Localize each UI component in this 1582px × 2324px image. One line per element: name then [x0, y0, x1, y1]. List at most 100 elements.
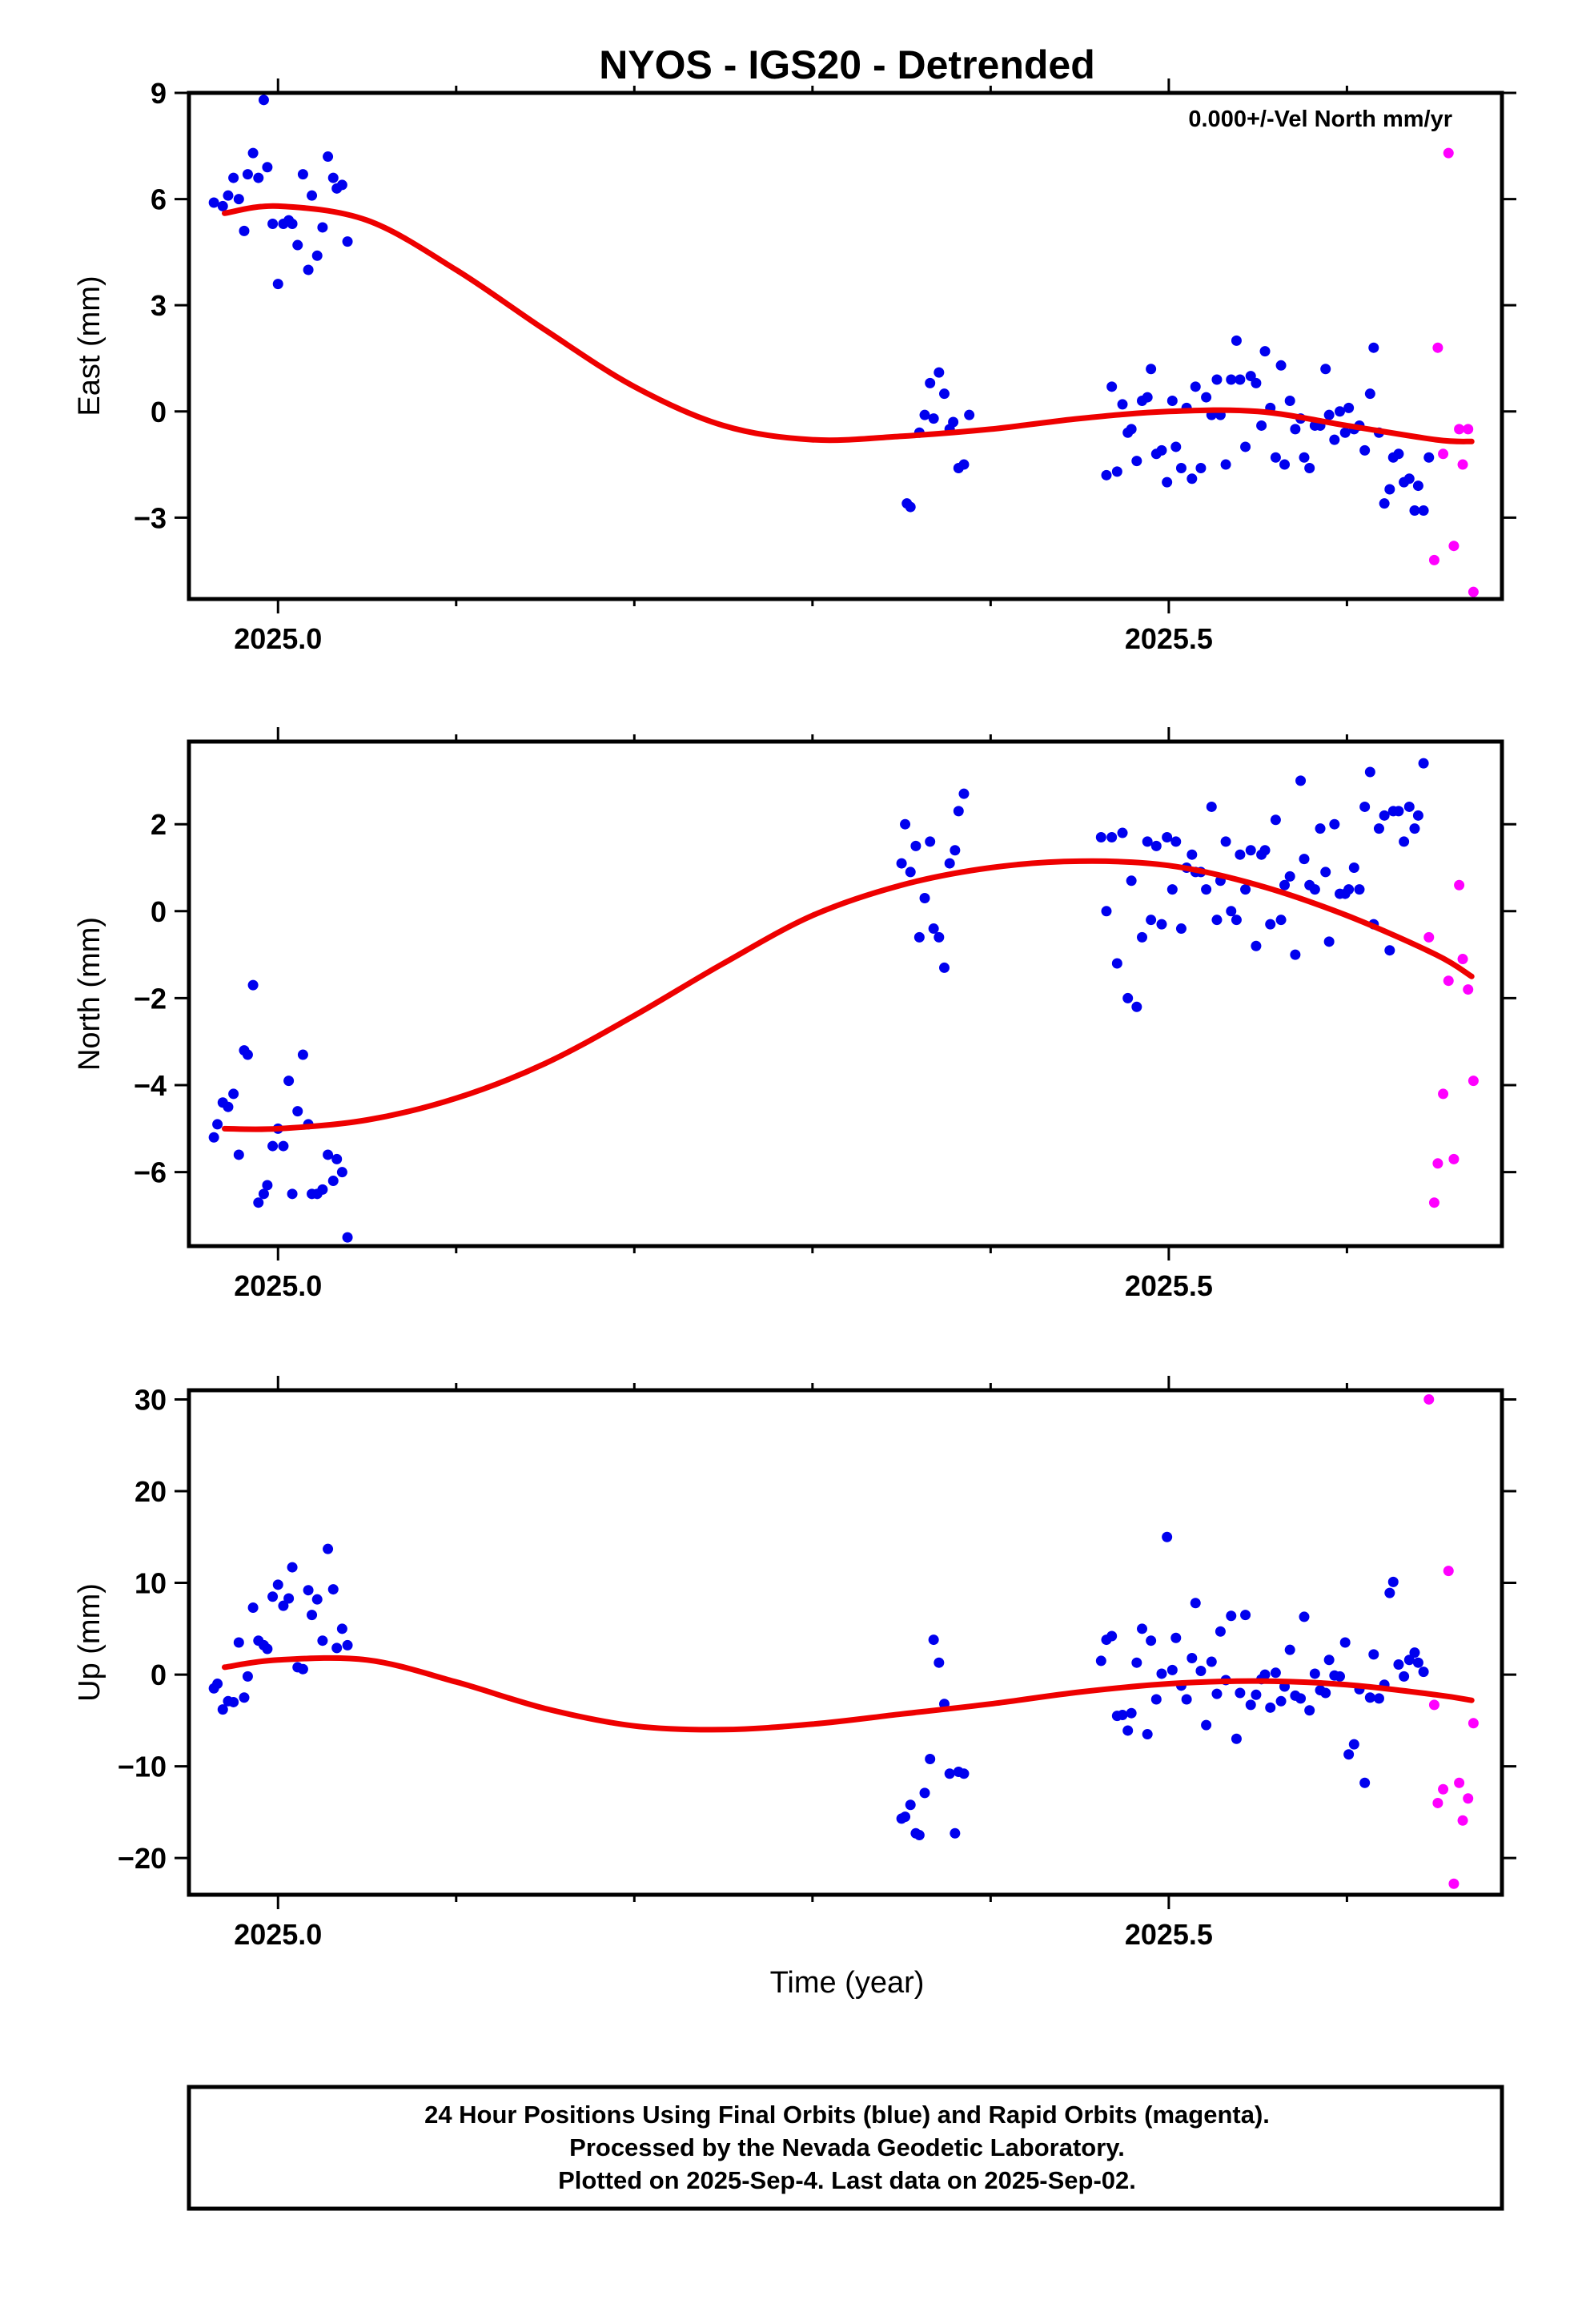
up-x-tick-label: 2025.0 [234, 1918, 322, 1951]
up-y-tick-label: −20 [118, 1842, 167, 1875]
east-final-point [964, 409, 975, 420]
x-axis-label: Time (year) [770, 1966, 925, 2000]
up-final-point [900, 1811, 911, 1823]
up-final-point [1275, 1695, 1287, 1707]
east-final-point [1320, 364, 1331, 375]
north-rapid-point [1454, 879, 1465, 891]
east-final-point [307, 190, 318, 201]
north-final-point [1290, 949, 1301, 960]
east-final-point [1175, 462, 1186, 473]
up-final-point [1320, 1687, 1331, 1699]
up-rapid-point [1468, 1718, 1479, 1729]
north-final-point [1170, 836, 1182, 847]
up-data-layer [208, 1393, 1479, 1889]
north-final-point [253, 1197, 264, 1208]
east-rapid-point [1454, 424, 1465, 435]
up-final-point [1117, 1709, 1128, 1720]
east-rapid-point [1438, 448, 1449, 460]
east-final-point [208, 197, 219, 208]
up-x-tick-label: 2025.5 [1125, 1918, 1213, 1951]
north-rapid-point [1463, 984, 1474, 995]
east-final-point [1299, 452, 1310, 463]
east-final-point [1304, 462, 1315, 473]
north-rapid-point [1423, 931, 1435, 943]
up-panel: 2025.0 2025.5 −20 −10 0 10 20 30 Up (mm) [73, 1376, 1516, 1951]
east-final-point [925, 377, 936, 388]
north-final-point [1095, 831, 1106, 842]
north-final-point [1348, 862, 1359, 873]
east-final-point [1170, 441, 1182, 452]
north-final-point [1418, 758, 1429, 769]
east-final-point [323, 151, 334, 163]
north-final-point [212, 1119, 223, 1130]
up-final-point [233, 1637, 244, 1648]
up-y-tick-label: −10 [118, 1751, 167, 1783]
east-rapid-point [1432, 342, 1443, 353]
up-final-point [919, 1787, 930, 1799]
north-final-point [1275, 915, 1287, 926]
up-final-point [1393, 1659, 1404, 1670]
east-rapid-point [1457, 459, 1468, 470]
up-final-point [913, 1830, 925, 1841]
north-final-point [1320, 866, 1331, 878]
up-final-point [1142, 1729, 1153, 1740]
north-rapid-point [1457, 954, 1468, 965]
east-final-point [223, 190, 234, 201]
up-final-point [1170, 1632, 1182, 1643]
north-final-point [1399, 836, 1410, 847]
north-final-point [1265, 919, 1276, 930]
up-final-point [1190, 1598, 1201, 1609]
north-final-point [297, 1049, 308, 1060]
up-y-tick-label: 10 [135, 1567, 167, 1600]
north-final-point [278, 1140, 289, 1152]
east-final-point [1166, 396, 1178, 407]
up-final-point [303, 1585, 314, 1596]
up-final-point [950, 1827, 961, 1839]
north-final-point [958, 788, 970, 799]
north-final-point [1403, 801, 1415, 812]
east-final-point [1335, 406, 1346, 417]
up-final-point [287, 1562, 298, 1573]
up-final-point [272, 1579, 283, 1590]
up-final-point [1226, 1610, 1237, 1622]
up-final-point [905, 1799, 916, 1811]
north-final-point [1309, 884, 1320, 895]
up-final-point [1231, 1733, 1242, 1744]
east-final-point [1162, 476, 1173, 488]
north-final-point [1284, 870, 1295, 882]
north-final-point [228, 1088, 239, 1100]
up-final-point [1359, 1777, 1371, 1788]
east-final-point [1131, 456, 1142, 467]
east-final-point [1423, 452, 1435, 463]
north-x-tick-label: 2025.5 [1125, 1269, 1213, 1302]
up-rapid-point [1428, 1699, 1439, 1711]
north-x-tick-label: 2025.0 [234, 1269, 322, 1302]
up-rapid-point [1457, 1815, 1468, 1826]
east-final-point [217, 200, 228, 211]
east-final-point [233, 194, 244, 205]
east-rapid-point [1443, 147, 1454, 159]
east-final-point [928, 413, 939, 424]
up-rapid-point [1443, 1566, 1454, 1577]
north-final-point [1270, 814, 1281, 826]
up-final-point [1323, 1655, 1335, 1666]
up-final-point [336, 1623, 347, 1634]
up-final-point [1384, 1587, 1395, 1598]
east-final-point [242, 169, 253, 180]
up-final-point [1240, 1610, 1251, 1621]
east-x-tick-label: 2025.0 [234, 622, 322, 655]
east-final-point [287, 219, 298, 230]
east-final-point [1251, 377, 1262, 388]
up-rapid-point [1454, 1777, 1465, 1788]
north-final-point [1329, 818, 1340, 830]
north-data-layer [208, 758, 1479, 1243]
north-final-point [1379, 810, 1390, 821]
east-final-point [253, 172, 264, 183]
north-final-point [913, 931, 925, 943]
east-final-point [1245, 371, 1256, 382]
north-final-point [896, 858, 907, 869]
east-final-point [948, 416, 959, 428]
up-final-point [1348, 1739, 1359, 1750]
up-final-point [1126, 1707, 1137, 1719]
north-final-point [1226, 906, 1237, 917]
